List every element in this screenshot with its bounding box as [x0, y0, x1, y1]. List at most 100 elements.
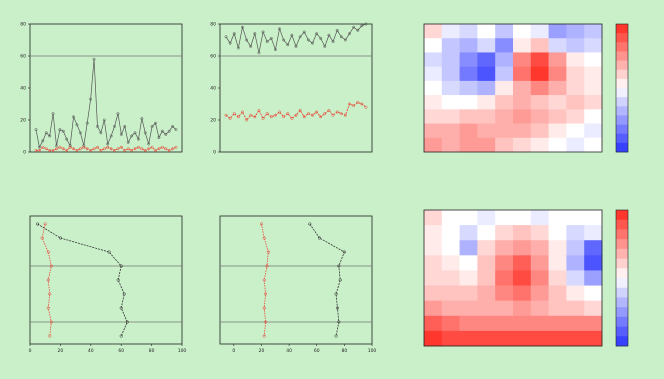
y-tick-label: 40 — [20, 86, 26, 92]
data-point — [261, 116, 265, 120]
colorbar-swatch — [616, 316, 628, 327]
data-point — [236, 115, 240, 119]
data-point — [116, 112, 120, 116]
data-point — [78, 147, 82, 151]
data-point — [106, 145, 110, 149]
data-point — [68, 145, 72, 149]
heatmap-cell — [477, 255, 496, 271]
heatmap-cell — [584, 240, 603, 256]
data-point — [123, 148, 127, 152]
colorbar-swatch — [616, 297, 628, 308]
data-point — [167, 148, 171, 152]
heatmap-cell — [459, 285, 478, 301]
data-point — [44, 147, 48, 151]
heatmap-cell — [548, 95, 567, 110]
colorbar-swatch — [616, 248, 628, 259]
data-point — [150, 124, 154, 128]
heatmap-cell — [441, 109, 460, 124]
data-point — [262, 278, 266, 282]
data-point — [78, 131, 82, 135]
heatmap-cell — [584, 137, 603, 153]
data-point — [331, 40, 335, 44]
heatmap-cell — [424, 270, 443, 286]
data-point — [278, 27, 281, 31]
data-point — [89, 97, 93, 101]
data-point — [130, 134, 134, 138]
data-point — [58, 145, 62, 149]
data-point — [253, 32, 257, 36]
colorbar-swatch — [616, 258, 628, 269]
heatmap-cell — [513, 285, 532, 301]
data-point — [337, 264, 341, 268]
data-point — [286, 43, 290, 47]
data-point — [136, 145, 140, 149]
data-point — [119, 145, 123, 149]
heatmap-cell — [566, 66, 585, 82]
data-point — [273, 113, 277, 117]
heatmap-cell — [530, 38, 549, 53]
heatmap-cell — [566, 315, 585, 332]
data-point — [133, 131, 137, 135]
heatmap-cell — [459, 24, 478, 39]
plot-frame — [423, 23, 603, 153]
heatmap-cell — [459, 66, 478, 82]
data-point — [319, 115, 323, 119]
data-point — [311, 41, 314, 45]
data-point — [96, 145, 99, 149]
heatmap-cell — [477, 109, 496, 124]
heatmap-cell — [441, 270, 460, 286]
data-point — [171, 147, 175, 151]
data-point — [116, 278, 120, 282]
data-point — [46, 278, 50, 282]
heatmap-cell — [530, 123, 549, 139]
heatmap-cell — [513, 315, 532, 332]
data-point — [290, 116, 294, 120]
heatmap-cell — [424, 240, 443, 256]
heatmap-cell — [441, 330, 460, 347]
heatmap-cell — [495, 80, 514, 96]
heatmap-cell — [441, 137, 460, 153]
colorbar-swatch — [616, 336, 628, 347]
data-point — [245, 38, 249, 42]
colorbar-swatch — [616, 106, 628, 116]
heatmap-cell — [495, 38, 514, 53]
data-point — [269, 36, 273, 40]
heatmap-cell — [530, 240, 549, 256]
heatmap-cell — [566, 80, 585, 96]
data-point — [113, 148, 116, 152]
colorbar-frame — [615, 209, 629, 347]
data-point — [34, 128, 38, 132]
heatmap-cell — [441, 52, 460, 67]
heatmap-cell — [513, 137, 532, 153]
data-point — [119, 306, 123, 310]
heatmap-cell — [530, 270, 549, 286]
heatmap-cell — [566, 240, 585, 256]
data-point — [241, 25, 244, 29]
data-point — [327, 33, 331, 37]
data-point — [65, 137, 69, 141]
heatmap-cell — [441, 300, 460, 317]
colorbar-swatch — [616, 239, 628, 250]
data-point — [75, 123, 79, 127]
y-tick-label: 40 — [210, 86, 216, 92]
data-point — [140, 116, 144, 120]
data-point — [265, 264, 269, 268]
heatmap-cell — [584, 225, 603, 241]
heatmap-cell — [584, 210, 603, 226]
heatmap-cell — [530, 225, 549, 241]
colorbar-swatch — [616, 124, 628, 135]
data-point — [319, 36, 323, 40]
heatmap-cell — [424, 255, 443, 271]
heatmap-cell — [584, 315, 603, 332]
data-point — [290, 33, 294, 37]
colorbar-swatch — [616, 97, 628, 107]
heatmap-cell — [548, 52, 567, 67]
data-point — [352, 25, 356, 29]
data-point — [261, 30, 265, 34]
data-point — [228, 41, 232, 45]
data-point — [356, 28, 360, 32]
heatmap-cell — [530, 315, 549, 332]
data-point — [143, 131, 147, 135]
heatmap-cell — [548, 270, 567, 286]
heatmap-cell — [548, 315, 567, 332]
